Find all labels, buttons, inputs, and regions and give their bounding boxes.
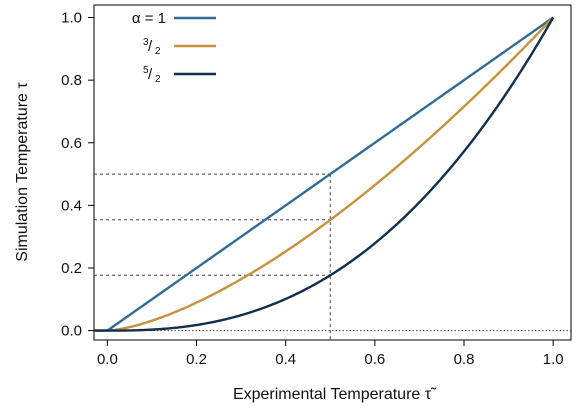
y-axis-label: Simulation Temperature τ <box>14 82 31 262</box>
series-line-1 <box>94 16 554 332</box>
legend-label-numerator: 3 <box>143 37 149 48</box>
legend: α = 13/25/2 <box>132 10 216 85</box>
legend-label-numerator: 5 <box>143 65 149 76</box>
y-tick-label: 0.0 <box>61 323 82 340</box>
legend-label-denominator: 2 <box>155 74 161 85</box>
legend-label-slash: / <box>148 66 153 83</box>
plot-frame <box>93 4 572 341</box>
x-axis-label: Experimental Temperature τ̃ <box>233 386 437 403</box>
series-line-2 <box>94 16 555 332</box>
legend-label-2: 3/2 <box>143 37 161 57</box>
x-tick-label: 0.6 <box>364 351 385 368</box>
legend-label-slash: / <box>148 38 153 55</box>
reference-lines <box>94 173 571 340</box>
y-tick-label: 0.2 <box>61 260 82 277</box>
x-tick-label: 0.2 <box>186 351 207 368</box>
x-axis: 0.0 0.2 0.4 0.6 0.8 1.0 <box>97 340 564 368</box>
legend-label-3: 5/2 <box>143 65 161 85</box>
x-tick-label: 0.0 <box>97 351 118 368</box>
legend-label-denominator: 2 <box>155 46 161 57</box>
x-tick-label: 0.4 <box>275 351 296 368</box>
series-line-3 <box>94 16 555 332</box>
y-tick-label: 0.8 <box>61 72 82 89</box>
x-tick-label: 1.0 <box>543 351 564 368</box>
legend-label-1: α = 1 <box>132 10 166 27</box>
y-tick-label: 0.6 <box>61 135 82 152</box>
y-tick-label: 0.4 <box>61 197 82 214</box>
y-tick-label: 1.0 <box>61 10 82 27</box>
series-lines <box>94 16 555 332</box>
y-axis: 0.0 0.2 0.4 0.6 0.8 1.0 <box>61 10 94 340</box>
x-tick-label: 0.8 <box>454 351 475 368</box>
